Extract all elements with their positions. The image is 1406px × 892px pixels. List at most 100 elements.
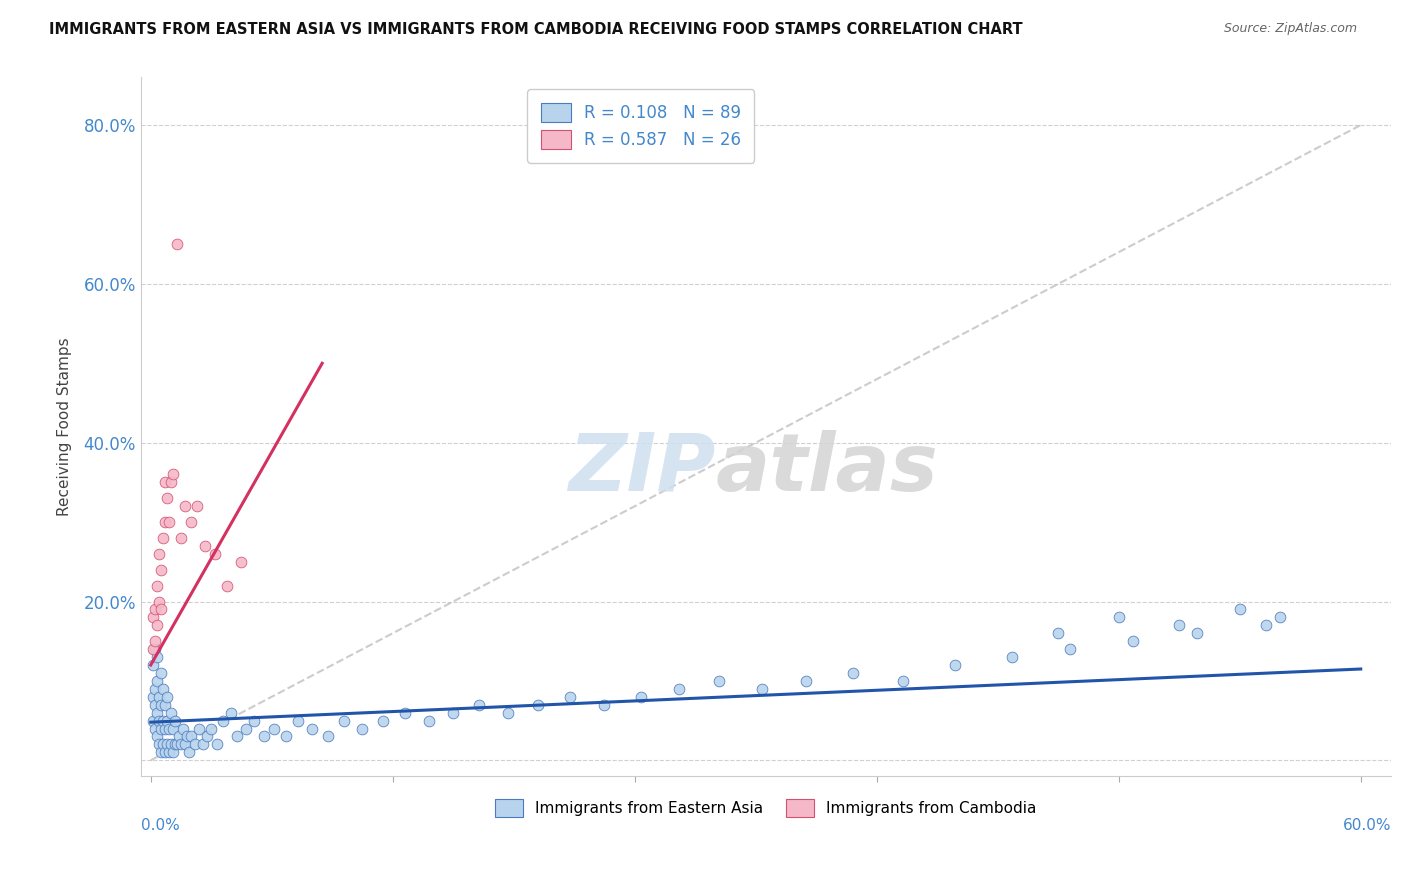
Point <box>841 665 863 680</box>
Point <box>142 690 165 704</box>
Point <box>1168 618 1191 632</box>
Point <box>204 547 226 561</box>
Text: atlas: atlas <box>716 430 939 508</box>
Point <box>142 658 165 673</box>
Point <box>162 722 184 736</box>
Point <box>1059 642 1081 657</box>
Point <box>195 730 218 744</box>
Point <box>146 730 169 744</box>
Point <box>174 500 197 514</box>
Point <box>1229 602 1251 616</box>
Point <box>153 515 176 529</box>
Point <box>149 665 172 680</box>
Point <box>157 515 180 529</box>
Point <box>160 738 183 752</box>
Point <box>148 690 170 704</box>
Point <box>153 722 176 736</box>
Point <box>170 738 193 752</box>
Point <box>1187 626 1209 640</box>
Text: 60.0%: 60.0% <box>1343 818 1391 833</box>
Point <box>143 642 166 657</box>
Point <box>333 714 356 728</box>
Point <box>148 714 170 728</box>
Point <box>162 745 184 759</box>
Point <box>152 714 174 728</box>
Point <box>263 722 285 736</box>
Point <box>167 730 190 744</box>
Point <box>560 690 582 704</box>
Point <box>156 690 179 704</box>
Point <box>751 681 773 696</box>
Point <box>146 650 169 665</box>
Point <box>891 673 914 688</box>
Point <box>146 706 169 720</box>
Point <box>593 698 616 712</box>
Point <box>253 730 276 744</box>
Point <box>143 681 166 696</box>
Point <box>527 698 550 712</box>
Point <box>180 730 202 744</box>
Point <box>156 491 179 506</box>
Point <box>1122 634 1144 648</box>
Point <box>156 714 179 728</box>
Point <box>149 602 172 616</box>
Point <box>630 690 652 704</box>
Point <box>188 722 211 736</box>
Point <box>212 714 235 728</box>
Point <box>142 610 165 624</box>
Point <box>207 738 229 752</box>
Point <box>226 730 249 744</box>
Text: IMMIGRANTS FROM EASTERN ASIA VS IMMIGRANTS FROM CAMBODIA RECEIVING FOOD STAMPS C: IMMIGRANTS FROM EASTERN ASIA VS IMMIGRAN… <box>49 22 1022 37</box>
Point <box>316 730 339 744</box>
Point <box>152 738 174 752</box>
Point <box>149 698 172 712</box>
Point <box>146 579 169 593</box>
Point <box>709 673 731 688</box>
Point <box>143 722 166 736</box>
Point <box>160 475 183 490</box>
Point <box>352 722 374 736</box>
Point <box>177 745 200 759</box>
Point <box>142 714 165 728</box>
Point <box>496 706 519 720</box>
Point <box>170 531 193 545</box>
Y-axis label: Receiving Food Stamps: Receiving Food Stamps <box>58 337 72 516</box>
Point <box>217 579 239 593</box>
Point <box>1001 650 1024 665</box>
Point <box>146 673 169 688</box>
Point <box>180 515 202 529</box>
Point <box>157 745 180 759</box>
Point <box>152 531 174 545</box>
Point <box>166 738 188 752</box>
Point <box>148 547 170 561</box>
Point <box>301 722 323 736</box>
Point <box>468 698 491 712</box>
Legend: Immigrants from Eastern Asia, Immigrants from Cambodia: Immigrants from Eastern Asia, Immigrants… <box>488 791 1043 824</box>
Point <box>287 714 309 728</box>
Point <box>149 745 172 759</box>
Point <box>148 738 170 752</box>
Point <box>221 706 243 720</box>
Text: ZIP: ZIP <box>568 430 716 508</box>
Point <box>153 745 176 759</box>
Point <box>441 706 464 720</box>
Point <box>1047 626 1070 640</box>
Point <box>153 475 176 490</box>
Point <box>157 722 180 736</box>
Point <box>794 673 817 688</box>
Point <box>242 714 264 728</box>
Point <box>186 500 208 514</box>
Point <box>231 555 253 569</box>
Point <box>1254 618 1277 632</box>
Point <box>160 706 183 720</box>
Point <box>162 467 184 482</box>
Text: 0.0%: 0.0% <box>141 818 180 833</box>
Point <box>152 681 174 696</box>
Text: Source: ZipAtlas.com: Source: ZipAtlas.com <box>1223 22 1357 36</box>
Point <box>1268 610 1291 624</box>
Point <box>146 618 169 632</box>
Point <box>1108 610 1130 624</box>
Point <box>371 714 394 728</box>
Point <box>142 642 165 657</box>
Point <box>418 714 440 728</box>
